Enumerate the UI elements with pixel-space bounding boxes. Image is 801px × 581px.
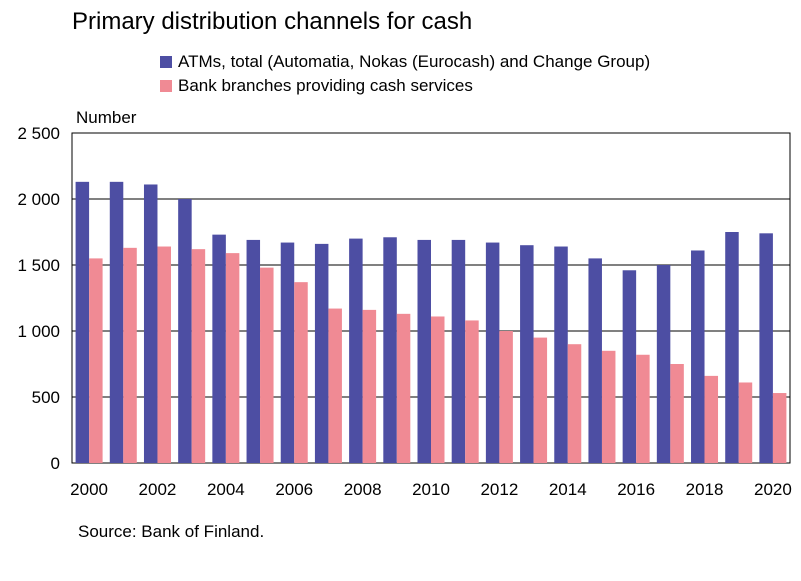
bar-branches: [499, 331, 513, 463]
bar-atms: [280, 242, 295, 463]
chart-legend: ATMs, total (Automatia, Nokas (Eurocash)…: [160, 50, 650, 98]
bar-atms: [75, 181, 90, 463]
y-tick-label: 1 500: [17, 256, 60, 275]
bar-branches: [328, 308, 342, 463]
bar-branches: [123, 247, 137, 463]
y-tick-label: 500: [32, 388, 60, 407]
bar-branches: [601, 350, 616, 463]
bar-atms: [246, 239, 261, 463]
bar-branches: [465, 320, 479, 463]
legend-item-atms: ATMs, total (Automatia, Nokas (Eurocash)…: [160, 50, 650, 74]
bar-branches: [670, 364, 684, 463]
x-tick-label: 2010: [412, 480, 450, 499]
legend-item-branches: Bank branches providing cash services: [160, 74, 650, 98]
bar-atms: [417, 239, 431, 463]
bar-atms: [143, 184, 158, 464]
x-tick-label: 2006: [275, 480, 313, 499]
y-tick-label: 0: [51, 454, 60, 473]
legend-label-atms: ATMs, total (Automatia, Nokas (Eurocash)…: [178, 52, 651, 71]
y-tick-label: 1 000: [17, 322, 60, 341]
bar-branches: [294, 282, 308, 463]
y-axis-unit-label: Number: [76, 108, 137, 127]
x-tick-label: 2012: [480, 480, 518, 499]
bar-branches: [567, 344, 582, 463]
chart-title: Primary distribution channels for cash: [72, 8, 473, 35]
bar-branches: [738, 382, 753, 463]
bar-atms: [109, 181, 124, 463]
bar-branches: [431, 316, 445, 463]
x-tick-label: 2014: [549, 480, 587, 499]
bar-atms: [520, 245, 534, 463]
legend-swatch-atms: [160, 56, 172, 68]
bar-atms: [349, 238, 363, 463]
x-tick-label: 2008: [344, 480, 382, 499]
bar-atms: [485, 242, 500, 463]
bar-atms: [725, 232, 739, 463]
x-tick-label: 2000: [70, 480, 108, 499]
bar-branches: [533, 337, 548, 463]
bar-atms: [554, 246, 568, 463]
y-tick-label: 2 000: [17, 190, 60, 209]
x-tick-label: 2004: [207, 480, 245, 499]
bar-branches: [89, 258, 103, 463]
bar-atms: [178, 199, 192, 463]
bar-atms: [451, 239, 466, 463]
x-tick-label: 2002: [139, 480, 177, 499]
y-tick-label: 2 500: [17, 124, 60, 143]
bar-branches: [362, 309, 377, 463]
source-note: Source: Bank of Finland.: [78, 522, 265, 541]
bar-branches: [260, 267, 274, 463]
bar-atms: [691, 250, 705, 463]
legend-swatch-branches: [160, 80, 172, 92]
bar-branches: [191, 249, 206, 463]
x-tick-label: 2016: [617, 480, 655, 499]
bar-branches: [772, 393, 787, 463]
bar-branches: [225, 253, 240, 463]
bar-atms: [383, 237, 397, 463]
legend-label-branches: Bank branches providing cash services: [178, 76, 473, 95]
bar-atms: [212, 234, 226, 463]
x-tick-label: 2018: [686, 480, 724, 499]
bar-branches: [636, 354, 650, 463]
bar-branches: [396, 313, 411, 463]
bar-atms: [588, 258, 602, 463]
bar-atms: [622, 270, 637, 463]
bar-branches: [157, 246, 171, 463]
bar-branches: [704, 375, 719, 463]
bar-atms: [759, 233, 773, 463]
x-tick-label: 2020: [754, 480, 792, 499]
bar-atms: [314, 243, 329, 463]
bar-atms: [656, 265, 671, 463]
